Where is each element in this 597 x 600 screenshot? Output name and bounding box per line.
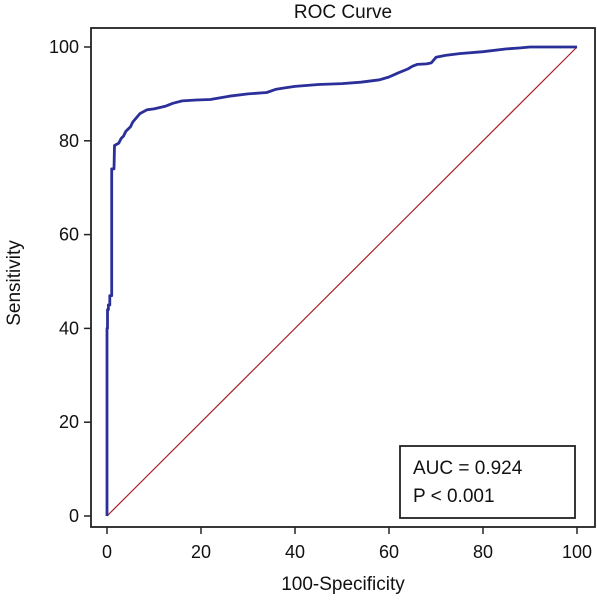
y-tick-label: 40 bbox=[59, 318, 79, 338]
x-axis-label: 100-Specificity bbox=[281, 574, 405, 595]
y-tick-label: 0 bbox=[69, 506, 79, 526]
reference-diagonal-line bbox=[106, 46, 578, 517]
x-tick-label: 20 bbox=[191, 542, 211, 562]
chart-title: ROC Curve bbox=[294, 2, 392, 23]
p-value-label: P < 0.001 bbox=[413, 486, 495, 507]
x-tick-label: 80 bbox=[473, 542, 493, 562]
x-axis: 0 20 40 60 80 100 bbox=[102, 527, 592, 562]
y-tick-label: 100 bbox=[49, 37, 79, 57]
y-tick-label: 60 bbox=[59, 225, 79, 245]
auc-annotation-box: AUC = 0.924 P < 0.001 bbox=[399, 445, 576, 519]
y-axis-label: Sensitivity bbox=[4, 240, 25, 326]
annotation-frame bbox=[399, 445, 576, 519]
y-tick-label: 20 bbox=[59, 412, 79, 432]
x-tick-label: 0 bbox=[102, 542, 112, 562]
roc-curve-line bbox=[105, 45, 577, 516]
x-tick-label: 40 bbox=[285, 542, 305, 562]
series-layer bbox=[105, 45, 578, 517]
y-tick-label: 80 bbox=[59, 131, 79, 151]
auc-label: AUC = 0.924 bbox=[413, 458, 523, 479]
x-tick-label: 100 bbox=[562, 542, 592, 562]
x-tick-label: 60 bbox=[379, 542, 399, 562]
y-axis: 0 20 40 60 80 100 bbox=[49, 37, 91, 526]
plot-frame bbox=[90, 27, 596, 528]
